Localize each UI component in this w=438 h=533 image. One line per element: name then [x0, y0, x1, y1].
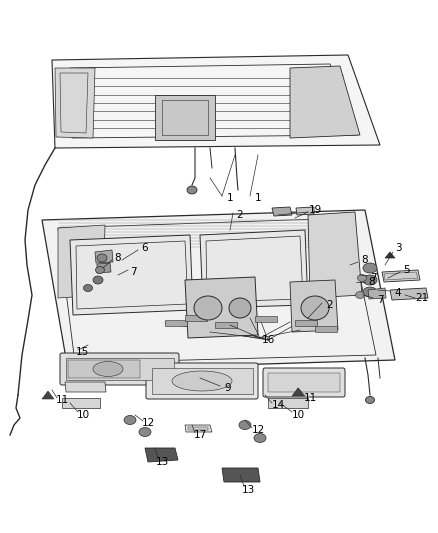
Polygon shape — [315, 326, 337, 332]
Polygon shape — [185, 425, 212, 432]
Polygon shape — [55, 68, 95, 138]
Ellipse shape — [95, 266, 105, 273]
Text: 19: 19 — [308, 205, 321, 215]
Polygon shape — [52, 55, 380, 148]
Ellipse shape — [229, 298, 251, 318]
Text: 2: 2 — [237, 210, 244, 220]
Polygon shape — [292, 388, 304, 396]
Ellipse shape — [356, 292, 364, 298]
Text: 2: 2 — [327, 300, 333, 310]
Ellipse shape — [194, 296, 222, 320]
Ellipse shape — [301, 296, 329, 320]
Polygon shape — [165, 320, 187, 326]
Polygon shape — [152, 368, 253, 394]
Text: 21: 21 — [415, 293, 429, 303]
Polygon shape — [308, 212, 362, 298]
Text: 12: 12 — [141, 418, 155, 428]
Text: 9: 9 — [225, 383, 231, 393]
Text: 4: 4 — [395, 288, 401, 298]
Text: 1: 1 — [254, 193, 261, 203]
Text: 7: 7 — [130, 267, 136, 277]
Text: 16: 16 — [261, 335, 275, 345]
Polygon shape — [42, 210, 395, 370]
Polygon shape — [66, 358, 174, 380]
Polygon shape — [42, 391, 54, 399]
Ellipse shape — [365, 397, 374, 403]
Ellipse shape — [97, 254, 107, 262]
Polygon shape — [368, 288, 386, 299]
Polygon shape — [272, 207, 292, 216]
FancyBboxPatch shape — [60, 353, 179, 385]
Text: 8: 8 — [115, 253, 121, 263]
Polygon shape — [65, 382, 106, 392]
Ellipse shape — [84, 285, 92, 292]
FancyBboxPatch shape — [263, 368, 345, 397]
Polygon shape — [390, 288, 428, 300]
Polygon shape — [155, 95, 215, 140]
Text: 5: 5 — [403, 265, 410, 275]
Polygon shape — [200, 230, 308, 308]
Polygon shape — [68, 360, 140, 378]
Ellipse shape — [93, 276, 103, 284]
Text: 7: 7 — [370, 273, 376, 283]
Text: 10: 10 — [77, 410, 89, 420]
Polygon shape — [385, 252, 395, 258]
Polygon shape — [222, 468, 260, 482]
Text: 12: 12 — [251, 425, 265, 435]
Polygon shape — [188, 427, 208, 430]
Ellipse shape — [363, 263, 377, 273]
Polygon shape — [268, 398, 308, 408]
Text: 8: 8 — [362, 255, 368, 265]
Polygon shape — [95, 250, 113, 263]
Text: 13: 13 — [241, 485, 254, 495]
Polygon shape — [296, 207, 314, 215]
Ellipse shape — [139, 427, 151, 437]
Ellipse shape — [187, 186, 197, 194]
Text: 11: 11 — [304, 393, 317, 403]
Polygon shape — [215, 322, 237, 328]
Text: 14: 14 — [272, 400, 285, 410]
Ellipse shape — [357, 274, 367, 281]
Polygon shape — [295, 320, 317, 326]
Ellipse shape — [254, 433, 266, 442]
Polygon shape — [290, 66, 360, 138]
Polygon shape — [255, 316, 277, 322]
Text: 11: 11 — [55, 395, 69, 405]
Ellipse shape — [363, 287, 377, 297]
Polygon shape — [185, 277, 258, 338]
Text: 1: 1 — [227, 193, 233, 203]
Polygon shape — [58, 225, 105, 298]
FancyBboxPatch shape — [146, 363, 258, 399]
Ellipse shape — [93, 361, 123, 376]
Text: 3: 3 — [395, 243, 401, 253]
Polygon shape — [97, 263, 111, 273]
Polygon shape — [185, 315, 207, 321]
Ellipse shape — [124, 416, 136, 424]
Polygon shape — [62, 398, 100, 408]
Polygon shape — [145, 448, 178, 462]
Text: 7: 7 — [377, 295, 383, 305]
Text: 15: 15 — [75, 347, 88, 357]
Polygon shape — [268, 373, 340, 392]
Text: 17: 17 — [193, 430, 207, 440]
Ellipse shape — [239, 421, 251, 430]
Ellipse shape — [172, 371, 232, 391]
Polygon shape — [290, 280, 338, 332]
Text: 6: 6 — [141, 243, 148, 253]
Polygon shape — [382, 270, 420, 282]
Polygon shape — [70, 235, 193, 315]
Text: 8: 8 — [369, 277, 375, 287]
Text: 10: 10 — [291, 410, 304, 420]
Text: 13: 13 — [155, 457, 169, 467]
Ellipse shape — [363, 275, 377, 285]
